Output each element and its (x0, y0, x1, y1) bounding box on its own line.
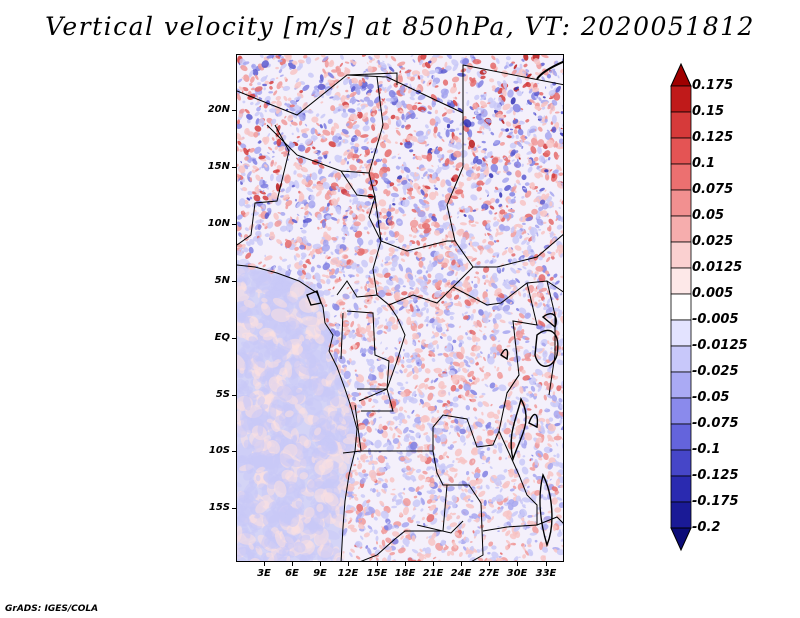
colorbar-swatch (670, 215, 692, 243)
colorbar-level-label: -0.175 (692, 494, 739, 509)
lat-tick (232, 395, 237, 396)
lat-label: 15S (208, 502, 230, 513)
colorbar-swatch (670, 267, 692, 295)
colorbar-level-label: 0.025 (692, 234, 734, 249)
colorbar-level-label: -0.0125 (692, 338, 748, 353)
red-sea-coast (536, 60, 563, 80)
lat-tick (232, 167, 237, 168)
lon-tick (292, 561, 293, 566)
colorbar-arrow-bottom (670, 527, 692, 552)
colorbar-swatch (670, 423, 692, 451)
lon-tick (264, 561, 265, 566)
colorbar-swatch (670, 163, 692, 191)
colorbar-swatch (670, 475, 692, 503)
lake-outline (500, 348, 509, 361)
colorbar-level-label: -0.075 (692, 416, 739, 431)
colorbar-level-label: 0.05 (692, 208, 725, 223)
lon-tick (348, 561, 349, 566)
lat-tick (232, 110, 237, 111)
colorbar-swatch (670, 345, 692, 373)
colorbar-level-label: -0.05 (692, 390, 730, 405)
lon-label: 33E (535, 568, 557, 579)
colorbar-swatch (670, 85, 692, 113)
colorbar-swatch (670, 449, 692, 477)
lat-tick (232, 508, 237, 509)
lon-label: 30E (506, 568, 528, 579)
colorbar-swatch (670, 397, 692, 425)
colorbar-swatch (670, 189, 692, 217)
lon-label: 12E (337, 568, 359, 579)
colorbar-level-label: 0.175 (692, 78, 734, 93)
colorbar-level-label: 0.15 (692, 104, 725, 119)
lat-label: 20N (207, 104, 230, 115)
colorbar-swatch (670, 501, 692, 529)
lake-outline (534, 329, 559, 367)
lon-tick (433, 561, 434, 566)
colorbar-level-label: 0.1 (692, 156, 716, 171)
lon-label: 27E (478, 568, 500, 579)
lat-label: 10N (207, 218, 230, 229)
lon-label: 21E (422, 568, 444, 579)
colorbar-swatch (670, 111, 692, 139)
colorbar-swatch (670, 293, 692, 321)
lon-label: 15E (366, 568, 388, 579)
lat-tick (232, 338, 237, 339)
colorbar-swatch (670, 319, 692, 347)
lon-tick (320, 561, 321, 566)
colorbar-level-label: 0.125 (692, 130, 734, 145)
colorbar-swatch (670, 371, 692, 399)
colorbar-level-label: 0.075 (692, 182, 734, 197)
lat-label: 5S (215, 389, 230, 400)
lake-outline (539, 472, 553, 548)
lake-outline (510, 397, 527, 462)
lon-tick (517, 561, 518, 566)
lon-label: 3E (257, 568, 271, 579)
lat-tick (232, 451, 237, 452)
lon-tick (405, 561, 406, 566)
vertical-velocity-field (237, 55, 563, 561)
lat-label: 10S (208, 445, 230, 456)
country-borders (237, 64, 563, 561)
lat-label: 15N (207, 161, 230, 172)
colorbar-level-label: -0.005 (692, 312, 739, 327)
lake-outline (541, 313, 557, 329)
lake-outline (528, 413, 539, 429)
colorbar-level-label: 0.0125 (692, 260, 743, 275)
colorbar-swatch (670, 241, 692, 269)
colorbar-level-label: 0.005 (692, 286, 734, 301)
lat-label: EQ (214, 332, 230, 343)
grads-credit: GrADS: IGES/COLA (5, 604, 99, 614)
colorbar-level-label: -0.125 (692, 468, 739, 483)
lon-tick (461, 561, 462, 566)
lat-tick (232, 224, 237, 225)
lon-label: 18E (394, 568, 416, 579)
map-plot-area (236, 54, 564, 562)
colorbar-level-label: -0.2 (692, 520, 721, 535)
colorbar-arrow-top (670, 62, 692, 87)
lon-tick (377, 561, 378, 566)
lon-label: 6E (285, 568, 299, 579)
velocity-speckle-layer (237, 55, 563, 561)
colorbar-level-label: -0.1 (692, 442, 721, 457)
lat-label: 5N (214, 275, 230, 286)
lake-outline (306, 290, 322, 306)
lat-tick (232, 281, 237, 282)
colorbar (670, 62, 692, 552)
colorbar-level-label: -0.025 (692, 364, 739, 379)
lon-label: 24E (450, 568, 472, 579)
lon-tick (546, 561, 547, 566)
lon-label: 9E (313, 568, 327, 579)
figure-title: Vertical velocity [m/s] at 850hPa, VT: 2… (45, 12, 755, 41)
lon-tick (489, 561, 490, 566)
colorbar-swatch (670, 137, 692, 165)
